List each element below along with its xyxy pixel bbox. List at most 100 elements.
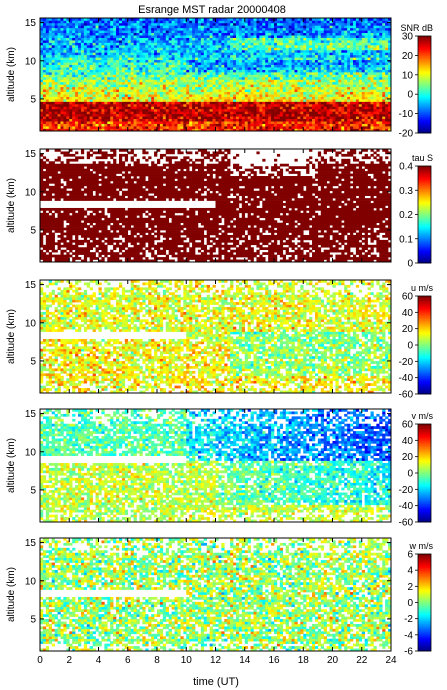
heatmap-cell: [320, 67, 325, 70]
heatmap-cell: [78, 57, 82, 61]
heatmap-cell: [183, 45, 187, 48]
heatmap-cell: [195, 91, 199, 95]
heatmap-cell: [104, 123, 108, 127]
heatmap-cell: [95, 72, 99, 75]
heatmap-cell: [221, 67, 225, 70]
heatmap-cell: [347, 108, 351, 112]
heatmap-cell: [148, 121, 152, 124]
heatmap-cell: [379, 94, 383, 97]
heatmap-cell: [364, 62, 368, 65]
heatmap-cell: [306, 49, 310, 53]
heatmap-cell: [227, 54, 231, 58]
heatmap-cell: [347, 106, 351, 110]
heatmap-cell: [180, 128, 184, 132]
heatmap-cell: [361, 113, 365, 117]
heatmap-cell: [235, 64, 240, 68]
heatmap-cell: [40, 25, 44, 29]
heatmap-cell: [335, 45, 339, 48]
heatmap-cell: [78, 123, 82, 127]
heatmap-cell: [335, 32, 339, 36]
heatmap-cell: [332, 106, 336, 110]
heatmap-cell: [235, 35, 240, 38]
heatmap-cell: [110, 101, 114, 105]
heatmap-cell: [148, 116, 152, 120]
heatmap-cell: [259, 101, 263, 105]
heatmap-cell: [162, 111, 167, 115]
heatmap-cell: [388, 123, 392, 127]
heatmap-cell: [48, 37, 52, 41]
heatmap-cell: [186, 64, 190, 68]
heatmap-cell: [314, 99, 319, 102]
heatmap-cell: [42, 47, 47, 51]
heatmap-cell: [352, 57, 357, 61]
heatmap-cell: [238, 89, 243, 92]
heatmap-cell: [291, 30, 295, 34]
heatmap-cell: [40, 35, 44, 38]
heatmap-cell: [48, 35, 52, 38]
heatmap-cell: [54, 37, 58, 41]
heatmap-cell: [259, 123, 263, 127]
heatmap-cell: [276, 123, 281, 127]
heatmap-cell: [227, 57, 231, 61]
heatmap-cell: [195, 103, 199, 107]
heatmap-cell: [294, 40, 298, 43]
heatmap-cell: [183, 27, 187, 31]
heatmap-cell: [121, 113, 126, 117]
heatmap-cell: [297, 91, 301, 95]
heatmap-cell: [63, 101, 67, 105]
heatmap-cell: [95, 128, 99, 132]
heatmap-cell: [200, 47, 205, 51]
heatmap-cell: [364, 37, 368, 41]
heatmap-cell: [157, 35, 161, 38]
heatmap-cell: [101, 59, 105, 63]
heatmap-cell: [329, 128, 333, 132]
heatmap-cell: [139, 42, 143, 46]
heatmap-cell: [385, 79, 389, 83]
heatmap-cell: [259, 76, 263, 80]
heatmap-cell: [124, 47, 129, 51]
heatmap-cell: [317, 128, 322, 132]
heatmap-cell: [116, 89, 120, 92]
heatmap-cell: [367, 128, 371, 132]
heatmap-cell: [300, 30, 304, 34]
heatmap-cell: [51, 113, 55, 117]
heatmap-cell: [344, 103, 348, 107]
heatmap-cell: [212, 118, 216, 122]
heatmap-cell: [262, 40, 266, 43]
heatmap-cell: [136, 94, 140, 97]
heatmap-cell: [241, 128, 246, 132]
heatmap-cell: [317, 103, 322, 107]
heatmap-cell: [195, 101, 199, 105]
heatmap-cell: [303, 94, 307, 97]
heatmap-cell: [238, 35, 243, 38]
heatmap-cell: [271, 84, 275, 88]
heatmap-cell: [121, 30, 126, 34]
heatmap-cell: [192, 123, 196, 127]
heatmap-cell: [373, 121, 377, 124]
heatmap-cell: [98, 76, 102, 80]
heatmap-cell: [57, 67, 61, 70]
heatmap-cell: [250, 118, 254, 122]
heatmap-cell: [300, 54, 304, 58]
heatmap-cell: [180, 94, 184, 97]
heatmap-cell: [388, 67, 392, 70]
heatmap-cell: [352, 118, 357, 122]
heatmap-cell: [235, 57, 240, 61]
heatmap-cell: [54, 74, 58, 78]
heatmap-cell: [139, 69, 143, 73]
heatmap-cell: [250, 54, 254, 58]
heatmap-cell: [189, 111, 193, 115]
heatmap-cell: [142, 108, 149, 112]
heatmap-cell: [75, 84, 79, 88]
heatmap-cell: [118, 40, 123, 43]
heatmap-cell: [265, 94, 269, 97]
heatmap-cell: [247, 81, 251, 85]
heatmap-cell: [80, 89, 85, 92]
heatmap-cell: [57, 54, 61, 58]
heatmap-cell: [148, 118, 152, 122]
heatmap-cell: [86, 42, 91, 46]
heatmap-cell: [45, 45, 50, 48]
heatmap-cell: [347, 37, 351, 41]
heatmap-cell: [247, 69, 251, 73]
heatmap-cell: [262, 84, 266, 88]
